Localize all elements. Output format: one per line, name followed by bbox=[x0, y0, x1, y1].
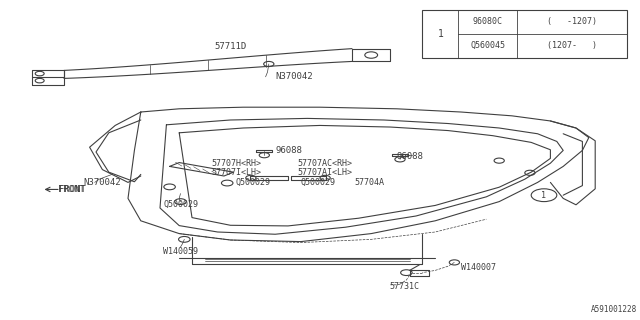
Text: 57731C: 57731C bbox=[389, 282, 419, 291]
Text: W140059: W140059 bbox=[163, 247, 198, 256]
Text: 1: 1 bbox=[437, 28, 444, 39]
Text: 96088: 96088 bbox=[397, 152, 424, 161]
Text: W140007: W140007 bbox=[461, 263, 496, 272]
Text: Q500029: Q500029 bbox=[163, 200, 198, 209]
Text: 57704A: 57704A bbox=[354, 178, 384, 187]
Text: 96080C: 96080C bbox=[473, 17, 502, 26]
Text: Q500029: Q500029 bbox=[301, 178, 336, 187]
Text: Q500029: Q500029 bbox=[236, 178, 271, 187]
Text: (1207-   ): (1207- ) bbox=[547, 41, 597, 50]
Text: 57707AI<LH>: 57707AI<LH> bbox=[298, 168, 353, 177]
Text: 57707AC<RH>: 57707AC<RH> bbox=[298, 159, 353, 168]
Text: FRONT: FRONT bbox=[58, 185, 84, 194]
Text: 57707I<LH>: 57707I<LH> bbox=[211, 168, 261, 177]
Text: 1: 1 bbox=[541, 191, 547, 200]
Text: 57711D: 57711D bbox=[214, 42, 246, 51]
Bar bbox=[422, 10, 627, 58]
Text: 96088: 96088 bbox=[275, 146, 302, 155]
Text: (   -1207): ( -1207) bbox=[547, 17, 597, 26]
Text: N370042: N370042 bbox=[275, 72, 313, 81]
Text: A591001228: A591001228 bbox=[591, 305, 637, 314]
Text: N370042: N370042 bbox=[83, 178, 121, 187]
Text: Q560045: Q560045 bbox=[470, 41, 505, 50]
Text: 57707H<RH>: 57707H<RH> bbox=[211, 159, 261, 168]
Text: FRONT: FRONT bbox=[59, 185, 86, 194]
